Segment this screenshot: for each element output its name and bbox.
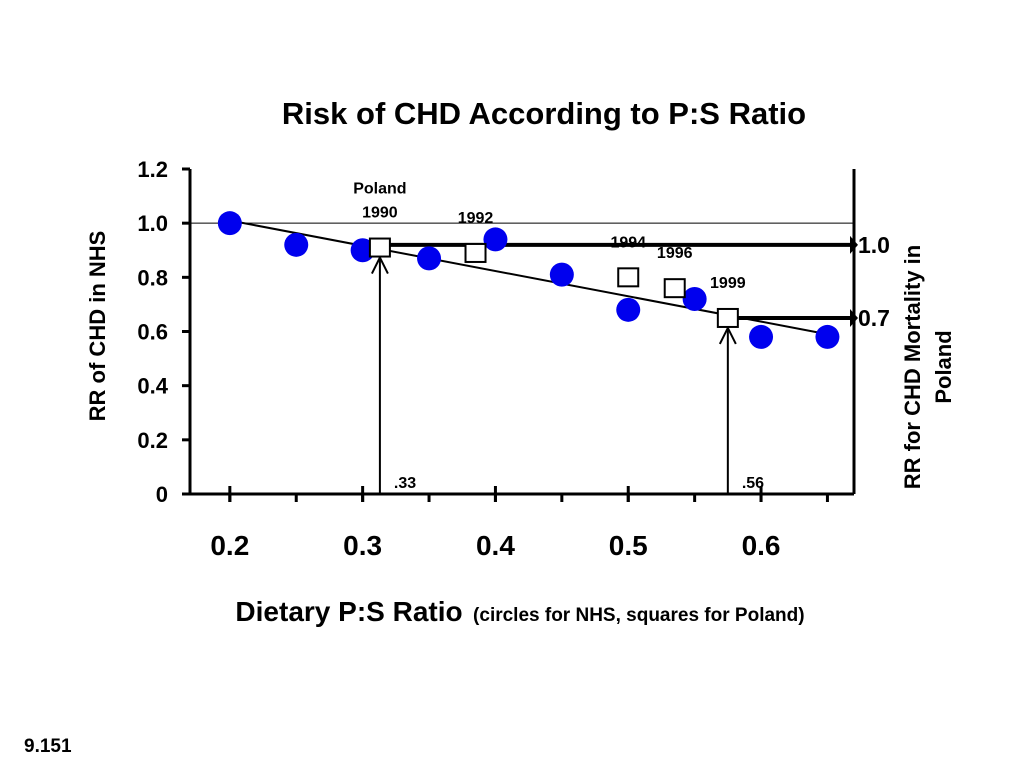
right-axis-value-label: 0.7 xyxy=(858,305,890,331)
poland-point-label: 1990 xyxy=(362,205,398,222)
x-tick-label: 0.2 xyxy=(210,530,249,561)
right-axis-arrowhead xyxy=(850,308,858,327)
slide-number: 9.151 xyxy=(24,736,72,757)
nhs-point xyxy=(616,297,641,322)
y-axis-label-right-line-2: Poland xyxy=(931,330,956,403)
poland-point xyxy=(716,307,739,328)
nhs-point xyxy=(682,287,707,311)
poland-point-label: 1994 xyxy=(610,234,646,251)
poland-point-label: 1992 xyxy=(458,210,494,227)
nhs-point xyxy=(417,246,442,271)
annotation-label: .56 xyxy=(742,475,764,492)
nhs-point xyxy=(749,324,774,349)
poland-point xyxy=(368,237,391,258)
nhs-point xyxy=(549,262,574,287)
y-tick-label: 1.2 xyxy=(137,157,168,182)
x-axis-label-main: Dietary P:S Ratio xyxy=(235,596,462,627)
poland-point xyxy=(663,278,686,299)
y-tick-label: 0.2 xyxy=(137,428,168,453)
poland-point xyxy=(617,267,640,288)
nhs-point xyxy=(483,227,508,252)
chart-title: Risk of CHD According to P:S Ratio xyxy=(282,96,806,131)
y-tick-label: 0 xyxy=(156,482,168,507)
nhs-point xyxy=(350,238,375,263)
x-tick-label: 0.5 xyxy=(609,530,648,561)
y-tick-label: 0.6 xyxy=(137,320,168,345)
poland-point-label: 1999 xyxy=(710,275,746,292)
right-axis-arrowhead xyxy=(850,235,858,254)
y-axis-label-right: RR for CHD Mortality in Poland xyxy=(900,245,956,489)
right-axis-value-label: 1.0 xyxy=(858,232,890,258)
nhs-point xyxy=(284,232,309,257)
y-axis-label-right-line-1: RR for CHD Mortality in xyxy=(900,245,925,489)
x-tick-label: 0.6 xyxy=(742,530,781,561)
x-axis-label-note: (circles for NHS, squares for Poland) xyxy=(473,605,805,626)
poland-point xyxy=(464,242,487,263)
x-axis-label: Dietary P:S Ratio (circles for NHS, squa… xyxy=(235,596,804,627)
poland-point-label: 1996 xyxy=(657,245,693,262)
x-tick-label: 0.3 xyxy=(343,530,382,561)
x-tick-label: 0.4 xyxy=(476,530,515,561)
nhs-point xyxy=(815,324,840,349)
annotation-label: .33 xyxy=(394,475,416,492)
y-axis-label: RR of CHD in NHS xyxy=(85,231,110,422)
y-tick-label: 0.4 xyxy=(137,374,168,399)
y-tick-label: 1.0 xyxy=(137,211,168,236)
y-tick-label: 0.8 xyxy=(137,265,168,290)
poland-point-label: Poland xyxy=(353,181,406,198)
nhs-point xyxy=(217,211,242,236)
